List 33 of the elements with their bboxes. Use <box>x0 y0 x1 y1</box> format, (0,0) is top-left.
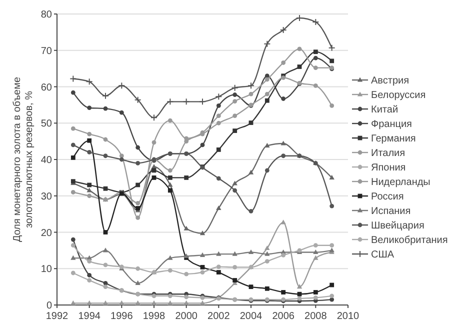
x-tick-label: 1998 <box>142 311 166 322</box>
y-tick-label: 40 <box>40 155 52 166</box>
legend-label: Испания <box>371 206 411 217</box>
x-tick-label: 1996 <box>110 311 134 322</box>
legend-label: Франция <box>371 119 412 130</box>
x-tick-label: 2000 <box>175 311 198 322</box>
legend-label: Россия <box>371 192 404 202</box>
legend-label: Белоруссия <box>371 90 426 101</box>
y-tick-label: 50 <box>40 118 52 130</box>
y-tick-label: 70 <box>40 46 52 57</box>
y-tick-label: 10 <box>40 264 52 276</box>
y-axis-title: Доля монетарного золота в объеме золотовалютных резервов, % <box>12 76 35 242</box>
y-tick-label: 60 <box>40 82 52 94</box>
x-tick-label: 2010 <box>336 311 360 322</box>
legend-label: США <box>371 250 394 260</box>
legend-label: Нидерланды <box>371 177 430 188</box>
legend-label: Китай <box>371 104 398 116</box>
legend-label: Италия <box>371 148 406 159</box>
legend-label: Швейцария <box>371 220 424 232</box>
legend-label: Германия <box>371 134 416 144</box>
x-tick-label: 2004 <box>240 311 263 322</box>
legend-label: Великобритания <box>371 235 448 246</box>
x-tick-label: 1992 <box>46 311 69 322</box>
y-tick-label: 80 <box>40 10 52 20</box>
legend-label: Япония <box>371 162 406 174</box>
y-tick-label: 0 <box>46 300 52 312</box>
y-tick-label: 20 <box>40 228 52 239</box>
legend-label: Австрия <box>371 76 410 86</box>
x-tick-label: 2006 <box>272 311 295 322</box>
x-tick-label: 2008 <box>304 311 328 322</box>
x-tick-label: 1994 <box>78 311 101 322</box>
x-tick-label: 2002 <box>208 311 230 322</box>
y-tick-label: 30 <box>40 191 52 202</box>
